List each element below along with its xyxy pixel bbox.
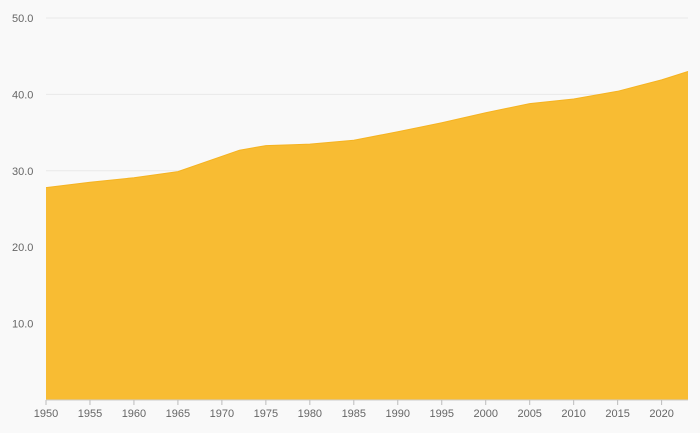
y-axis-label: 50.0 (12, 13, 33, 25)
x-axis-label: 1955 (78, 408, 102, 420)
x-axis-label: 1960 (122, 408, 146, 420)
x-axis-label: 2005 (517, 408, 541, 420)
y-axis-label: 40.0 (12, 89, 33, 101)
y-axis-label: 20.0 (12, 242, 33, 254)
x-axis-label: 2015 (605, 408, 629, 420)
x-axis-label: 1970 (210, 408, 234, 420)
x-axis-label: 1965 (166, 408, 190, 420)
x-axis-label: 1995 (430, 408, 454, 420)
x-axis-label: 2010 (561, 408, 585, 420)
area-series-edge (45, 71, 689, 189)
y-axis-label: 30.0 (12, 166, 33, 178)
x-axis-label: 1975 (254, 408, 278, 420)
x-axis-label: 1980 (298, 408, 322, 420)
x-axis-label: 2000 (473, 408, 497, 420)
area-series (46, 71, 688, 400)
y-axis-label: 10.0 (12, 319, 33, 331)
x-axis-label: 1985 (342, 408, 366, 420)
x-axis-label: 2020 (649, 408, 673, 420)
x-axis-label: 1950 (34, 408, 58, 420)
x-axis-label: 1990 (386, 408, 410, 420)
